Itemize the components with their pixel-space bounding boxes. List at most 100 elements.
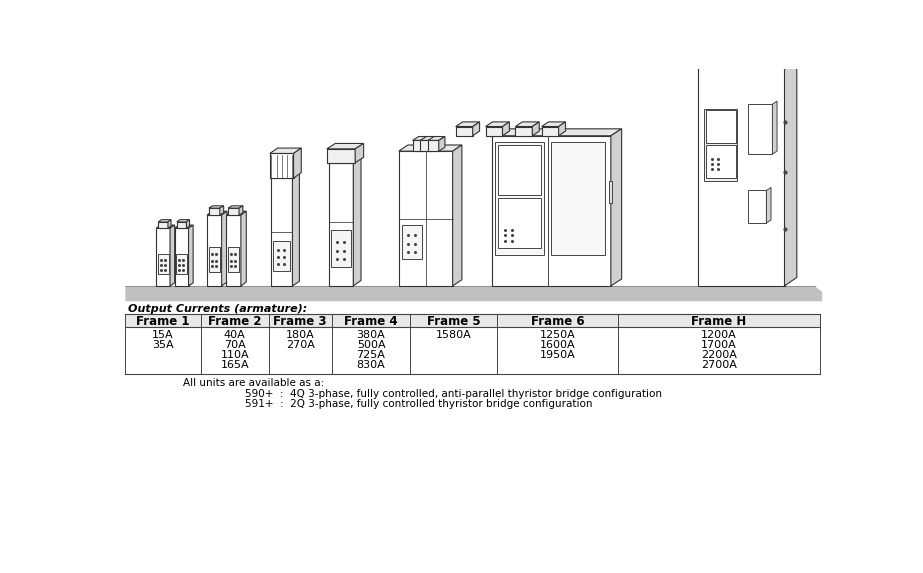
Polygon shape	[294, 148, 301, 178]
Polygon shape	[558, 122, 566, 136]
Bar	[456, 127, 473, 136]
Polygon shape	[170, 225, 174, 286]
Text: Frame 1: Frame 1	[137, 315, 190, 328]
Polygon shape	[186, 219, 189, 228]
Bar	[497, 198, 542, 248]
Bar	[207, 215, 222, 286]
Bar	[158, 222, 168, 228]
Bar	[428, 140, 438, 151]
Polygon shape	[188, 225, 193, 286]
Text: 270A: 270A	[286, 340, 315, 350]
Bar	[749, 104, 773, 154]
Polygon shape	[399, 145, 462, 151]
Polygon shape	[220, 206, 223, 215]
Text: 15A: 15A	[152, 330, 174, 340]
Text: 1580A: 1580A	[436, 330, 472, 340]
Text: 830A: 830A	[356, 360, 386, 370]
Bar	[174, 228, 188, 286]
Polygon shape	[271, 174, 299, 178]
Bar	[485, 127, 502, 136]
Polygon shape	[428, 136, 445, 140]
Text: 1200A: 1200A	[701, 330, 737, 340]
Bar	[706, 110, 736, 143]
Polygon shape	[438, 136, 445, 151]
Polygon shape	[176, 219, 189, 222]
Text: Output Currents (armature):: Output Currents (armature):	[128, 304, 307, 315]
Polygon shape	[699, 50, 797, 59]
Text: All units are available as a:: All units are available as a:	[183, 378, 324, 388]
Text: 2200A: 2200A	[701, 350, 737, 360]
Text: 35A: 35A	[152, 340, 174, 350]
Polygon shape	[241, 211, 246, 286]
Text: 590+  :  4Q 3-phase, fully controlled, anti-parallel thyristor bridge configurat: 590+ : 4Q 3-phase, fully controlled, ant…	[245, 389, 662, 399]
Polygon shape	[126, 286, 822, 301]
Polygon shape	[168, 219, 171, 228]
Polygon shape	[456, 122, 480, 127]
Text: Frame 3: Frame 3	[273, 315, 327, 328]
Bar	[226, 215, 241, 286]
Bar	[749, 190, 766, 223]
Text: 180A: 180A	[286, 330, 315, 340]
Bar	[492, 136, 611, 286]
Bar	[228, 208, 239, 215]
Bar	[704, 109, 737, 182]
Polygon shape	[424, 136, 429, 151]
Bar	[496, 142, 544, 254]
Polygon shape	[773, 101, 777, 154]
Polygon shape	[327, 143, 364, 149]
Polygon shape	[502, 122, 509, 136]
Bar	[176, 254, 187, 274]
Polygon shape	[413, 136, 429, 140]
Bar	[209, 247, 220, 272]
Bar	[158, 254, 169, 274]
Text: 110A: 110A	[221, 350, 249, 360]
Bar	[156, 228, 170, 286]
Bar	[420, 140, 431, 151]
Bar	[228, 247, 239, 272]
Bar	[209, 208, 220, 215]
Bar	[608, 181, 612, 203]
Polygon shape	[226, 211, 246, 215]
Bar	[270, 154, 294, 178]
Bar	[413, 140, 424, 151]
Polygon shape	[158, 219, 171, 222]
Bar	[327, 149, 355, 163]
Polygon shape	[452, 145, 462, 286]
Text: Frame H: Frame H	[691, 315, 747, 328]
Polygon shape	[222, 211, 227, 286]
Polygon shape	[485, 122, 509, 127]
Polygon shape	[420, 136, 438, 140]
Text: Frame 6: Frame 6	[531, 315, 584, 328]
Circle shape	[718, 46, 737, 64]
Bar	[706, 145, 736, 178]
Text: 725A: 725A	[356, 350, 386, 360]
Text: 2700A: 2700A	[701, 360, 737, 370]
Bar	[699, 59, 785, 286]
Bar	[542, 127, 558, 136]
Bar	[331, 230, 351, 268]
Polygon shape	[492, 129, 622, 136]
Bar	[126, 313, 820, 327]
Text: 1700A: 1700A	[701, 340, 737, 350]
Polygon shape	[228, 206, 243, 208]
Bar	[402, 225, 423, 259]
Polygon shape	[207, 211, 227, 215]
Text: 165A: 165A	[221, 360, 249, 370]
Polygon shape	[354, 158, 361, 286]
Polygon shape	[473, 122, 480, 136]
Text: 1950A: 1950A	[539, 350, 575, 360]
Bar	[497, 145, 542, 195]
Text: 591+  :  2Q 3-phase, fully controlled thyristor bridge configuration: 591+ : 2Q 3-phase, fully controlled thyr…	[245, 399, 593, 409]
Bar	[329, 163, 354, 286]
Text: Frame 2: Frame 2	[208, 315, 261, 328]
Polygon shape	[533, 122, 539, 136]
Polygon shape	[785, 50, 797, 286]
Text: 1600A: 1600A	[540, 340, 575, 350]
Text: Frame 5: Frame 5	[426, 315, 480, 328]
Polygon shape	[329, 158, 361, 163]
Polygon shape	[542, 122, 566, 127]
Bar	[515, 127, 533, 136]
Bar	[399, 151, 452, 286]
Polygon shape	[239, 206, 243, 215]
Polygon shape	[209, 206, 223, 208]
